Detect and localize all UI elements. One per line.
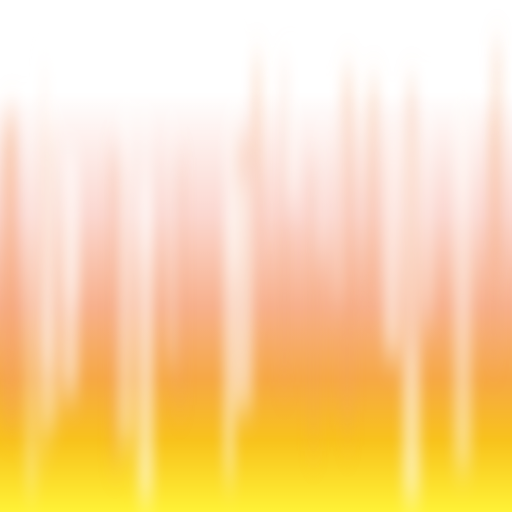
streak xyxy=(319,104,325,253)
streak xyxy=(491,45,503,267)
streak xyxy=(44,61,51,370)
streak xyxy=(367,82,380,297)
streak xyxy=(384,120,400,356)
streak xyxy=(404,84,419,357)
streak xyxy=(280,64,289,386)
streak xyxy=(454,101,472,468)
streak xyxy=(346,72,353,330)
streak xyxy=(65,176,80,304)
streak xyxy=(141,91,151,253)
streak xyxy=(225,195,231,460)
streak xyxy=(4,112,19,425)
streak xyxy=(286,68,298,202)
streak xyxy=(169,49,174,363)
streak xyxy=(308,161,319,452)
streak xyxy=(176,157,184,406)
streak xyxy=(110,149,120,462)
streak xyxy=(26,114,36,493)
vertical-streaks xyxy=(3,43,503,501)
streak xyxy=(252,84,258,332)
streak xyxy=(138,177,154,501)
streak xyxy=(425,95,432,324)
streak xyxy=(234,181,253,410)
streak xyxy=(119,88,134,445)
